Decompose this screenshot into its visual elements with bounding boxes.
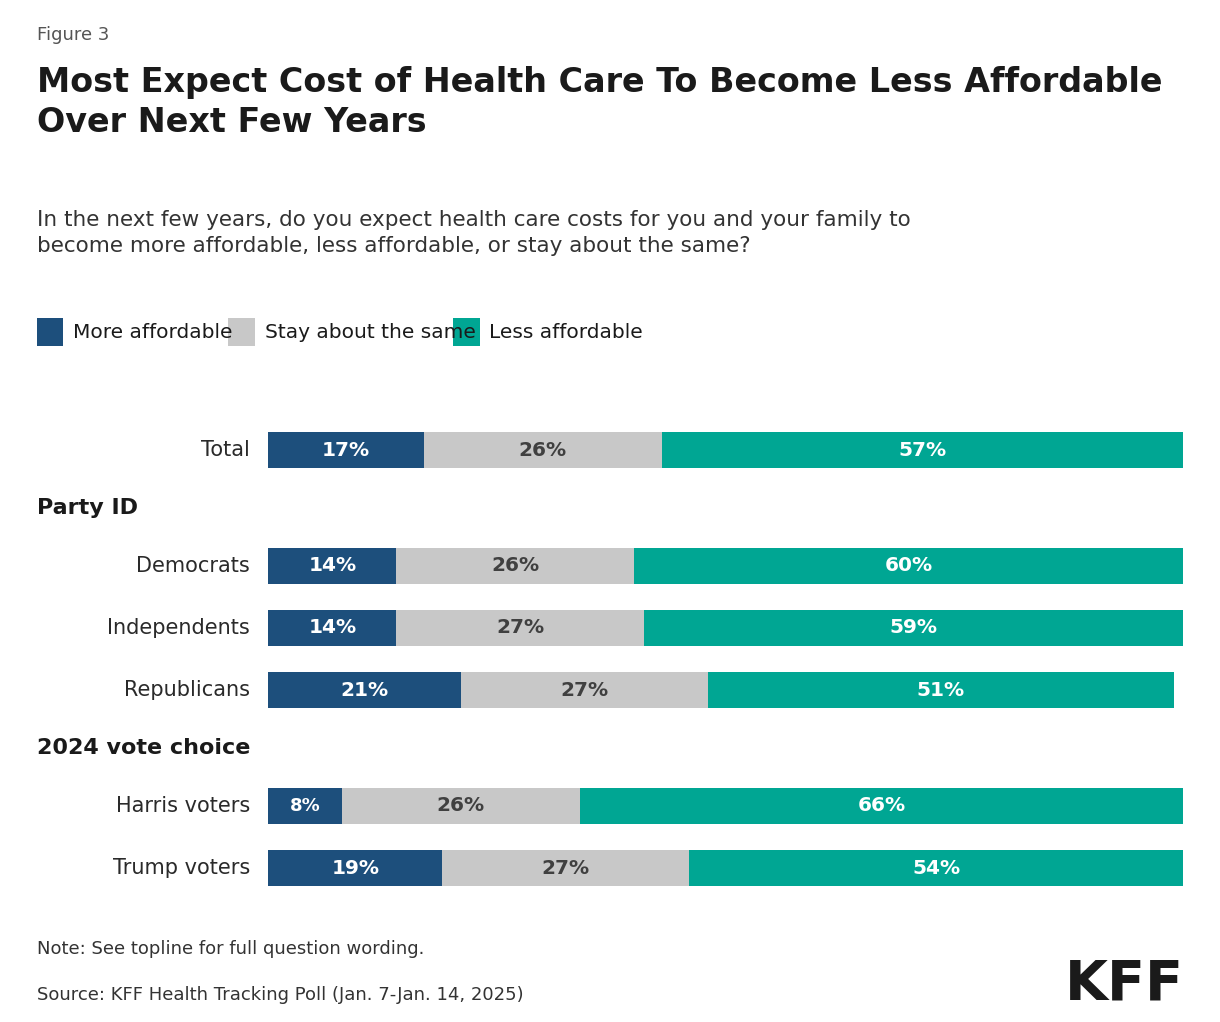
Text: 66%: 66%: [858, 796, 905, 816]
Text: KFF: KFF: [1064, 958, 1183, 1012]
Bar: [708, 672, 1174, 708]
Text: 8%: 8%: [289, 797, 321, 815]
Bar: [423, 432, 661, 468]
Text: 59%: 59%: [889, 618, 937, 638]
Text: Most Expect Cost of Health Care To Become Less Affordable
Over Next Few Years: Most Expect Cost of Health Care To Becom…: [37, 66, 1163, 139]
Bar: [396, 610, 644, 646]
Text: Trump voters: Trump voters: [113, 858, 250, 878]
Bar: [268, 672, 460, 708]
Text: 14%: 14%: [309, 556, 356, 575]
Text: 57%: 57%: [899, 440, 947, 460]
Bar: [661, 432, 1183, 468]
Bar: [580, 788, 1183, 824]
Text: Figure 3: Figure 3: [37, 26, 109, 44]
Text: Party ID: Party ID: [37, 498, 138, 518]
Bar: [644, 610, 1183, 646]
Text: 21%: 21%: [340, 681, 388, 700]
Bar: [268, 610, 396, 646]
Bar: [689, 850, 1183, 886]
Text: 17%: 17%: [322, 440, 370, 460]
Text: 27%: 27%: [497, 618, 544, 638]
Bar: [268, 548, 396, 584]
Text: 2024 vote choice: 2024 vote choice: [37, 738, 250, 758]
Bar: [396, 548, 634, 584]
Text: Less affordable: Less affordable: [489, 323, 643, 341]
Text: Source: KFF Health Tracking Poll (Jan. 7-Jan. 14, 2025): Source: KFF Health Tracking Poll (Jan. 7…: [37, 986, 523, 1005]
Bar: [268, 850, 442, 886]
Text: Total: Total: [201, 440, 250, 460]
Text: Democrats: Democrats: [137, 556, 250, 575]
Text: More affordable: More affordable: [73, 323, 233, 341]
Text: Republicans: Republicans: [124, 681, 250, 700]
Text: 26%: 26%: [518, 440, 567, 460]
Bar: [634, 548, 1183, 584]
Text: Note: See topline for full question wording.: Note: See topline for full question word…: [37, 940, 425, 959]
Text: 51%: 51%: [917, 681, 965, 700]
Text: 26%: 26%: [437, 796, 484, 816]
Text: 26%: 26%: [492, 556, 539, 575]
Text: 54%: 54%: [913, 858, 960, 878]
Bar: [442, 850, 689, 886]
Bar: [268, 432, 423, 468]
Text: 27%: 27%: [560, 681, 608, 700]
Text: 27%: 27%: [542, 858, 589, 878]
Text: Harris voters: Harris voters: [116, 796, 250, 816]
Text: Independents: Independents: [107, 618, 250, 638]
Text: Stay about the same: Stay about the same: [265, 323, 476, 341]
Bar: [460, 672, 708, 708]
Text: 60%: 60%: [884, 556, 933, 575]
Text: 19%: 19%: [332, 858, 379, 878]
Bar: [268, 788, 342, 824]
Text: In the next few years, do you expect health care costs for you and your family t: In the next few years, do you expect hea…: [37, 210, 910, 256]
Text: 14%: 14%: [309, 618, 356, 638]
Bar: [342, 788, 580, 824]
